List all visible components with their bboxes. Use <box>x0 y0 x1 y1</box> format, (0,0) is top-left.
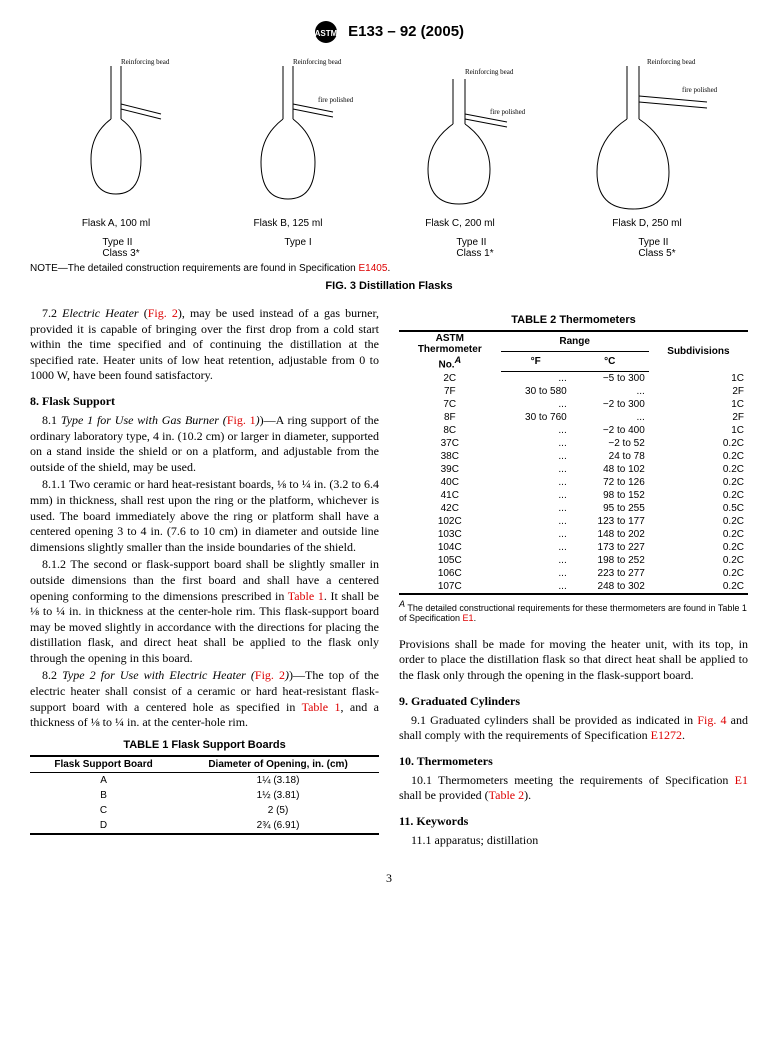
para-8-1-2: 8.1.2 The second or flask-support board … <box>30 557 379 666</box>
table-row: 106C...223 to 2770.2C <box>399 567 748 580</box>
svg-text:Reinforcing bead: Reinforcing bead <box>465 68 514 76</box>
table-row: 7F30 to 580...2F <box>399 385 748 398</box>
t2-h2b: °C <box>571 352 649 372</box>
table-2-title: TABLE 2 Thermometers <box>399 314 748 326</box>
flask-d-label: Flask D, 250 ml <box>612 218 681 229</box>
link-table1a[interactable]: Table 1 <box>288 589 324 603</box>
figure-3-note: NOTE—The detailed construction requireme… <box>30 263 748 274</box>
flask-a-type: Type IIClass 3* <box>102 237 139 259</box>
section-9-head: 9. Graduated Cylinders <box>399 694 748 709</box>
t2-h1: ASTMThermometerNo.A <box>399 331 501 371</box>
flask-c-svg: Reinforcing bead fire polished <box>395 54 525 214</box>
t1-h2: Diameter of Opening, in. (cm) <box>177 756 379 773</box>
table-row: B1½ (3.81) <box>30 788 379 803</box>
table-1-title: TABLE 1 Flask Support Boards <box>30 739 379 751</box>
svg-text:Reinforcing bead: Reinforcing bead <box>647 58 696 66</box>
figure-3: Reinforcing bead Flask A, 100 ml Reinfor… <box>30 54 748 292</box>
para-8-1-1: 8.1.1 Two ceramic or hard heat-resistant… <box>30 477 379 555</box>
svg-text:fire polished: fire polished <box>682 86 718 94</box>
table-row: 42C...95 to 2550.5C <box>399 502 748 515</box>
reinforcing-bead-label: Reinforcing bead <box>121 58 170 66</box>
table-row: 41C...98 to 1520.2C <box>399 489 748 502</box>
flask-a: Reinforcing bead Flask A, 100 ml <box>51 54 181 229</box>
table-row: 104C...173 to 2270.2C <box>399 541 748 554</box>
svg-text:ASTM: ASTM <box>315 29 338 38</box>
link-table2[interactable]: Table 2 <box>489 788 524 802</box>
table-row: 38C...24 to 780.2C <box>399 450 748 463</box>
para-9-1: 9.1 Graduated cylinders shall be provide… <box>399 713 748 744</box>
flask-d-svg: Reinforcing bead fire polished <box>567 54 727 214</box>
link-table1b[interactable]: Table 1 <box>302 700 341 714</box>
link-fig4[interactable]: Fig. 4 <box>697 713 726 727</box>
table-row: 2C...−5 to 3001C <box>399 371 748 385</box>
left-column: 7.2 Electric Heater (Fig. 2), may be use… <box>30 306 379 851</box>
page-number: 3 <box>30 871 748 886</box>
table-row: 40C...72 to 1260.2C <box>399 476 748 489</box>
flask-b: Reinforcing bead fire polished Flask B, … <box>223 54 353 229</box>
flask-c-type: Type IIClass 1* <box>456 237 493 259</box>
table-row: C2 (5) <box>30 803 379 818</box>
table-row: 103C...148 to 2020.2C <box>399 528 748 541</box>
table-row: 37C...−2 to 520.2C <box>399 437 748 450</box>
link-fig2a[interactable]: Fig. 2 <box>148 306 178 320</box>
table-row: 102C...123 to 1770.2C <box>399 515 748 528</box>
astm-logo-icon: ASTM <box>314 20 338 44</box>
flask-b-label: Flask B, 125 ml <box>254 218 323 229</box>
flask-c-label: Flask C, 200 ml <box>425 218 494 229</box>
link-fig1[interactable]: Fig. 1 <box>227 413 256 427</box>
table-row: 7C...−2 to 3001C <box>399 398 748 411</box>
para-provisions: Provisions shall be made for moving the … <box>399 637 748 684</box>
table-row: 39C...48 to 1020.2C <box>399 463 748 476</box>
t2-h2a: °F <box>501 352 571 372</box>
link-e1a[interactable]: E1 <box>463 613 474 623</box>
flask-a-label: Flask A, 100 ml <box>82 218 150 229</box>
link-fig2b[interactable]: Fig. 2 <box>255 668 285 682</box>
designation-text: E133 – 92 (2005) <box>348 23 464 40</box>
table-2: ASTMThermometerNo.ARangeSubdivisions °F°… <box>399 330 748 595</box>
figure-3-caption: FIG. 3 Distillation Flasks <box>30 280 748 292</box>
right-column: TABLE 2 Thermometers ASTMThermometerNo.A… <box>399 306 748 851</box>
para-11-1: 11.1 apparatus; distillation <box>399 833 748 849</box>
table-row: 8F30 to 760...2F <box>399 411 748 424</box>
link-e1b[interactable]: E1 <box>735 773 748 787</box>
para-10-1: 10.1 Thermometers meeting the requiremen… <box>399 773 748 804</box>
flask-c: Reinforcing bead fire polished Flask C, … <box>395 54 525 229</box>
table-row: 8C...−2 to 4001C <box>399 424 748 437</box>
para-8-2: 8.2 Type 2 for Use with Electric Heater … <box>30 668 379 730</box>
flask-a-svg: Reinforcing bead <box>51 54 181 214</box>
flask-b-svg: Reinforcing bead fire polished <box>223 54 353 214</box>
flask-b-type: Type I <box>284 237 311 259</box>
section-11-head: 11. Keywords <box>399 814 748 829</box>
t2-h3: Subdivisions <box>649 331 748 371</box>
table-2-footnote: A The detailed constructional requiremen… <box>399 599 748 623</box>
t1-h1: Flask Support Board <box>30 756 177 773</box>
page-header: ASTM E133 – 92 (2005) <box>30 20 748 44</box>
svg-text:fire polished: fire polished <box>490 108 525 116</box>
svg-text:Reinforcing bead: Reinforcing bead <box>293 58 342 66</box>
table-row: D2¾ (6.91) <box>30 818 379 834</box>
flask-d: Reinforcing bead fire polished Flask D, … <box>567 54 727 229</box>
para-8-1: 8.1 Type 1 for Use with Gas Burner (Fig.… <box>30 413 379 475</box>
para-7-2: 7.2 Electric Heater (Fig. 2), may be use… <box>30 306 379 384</box>
table-row: 107C...248 to 3020.2C <box>399 580 748 594</box>
svg-text:fire polished: fire polished <box>318 96 353 104</box>
section-10-head: 10. Thermometers <box>399 754 748 769</box>
table-row: A1¼ (3.18) <box>30 772 379 788</box>
section-8-head: 8. Flask Support <box>30 394 379 409</box>
table-1: Flask Support BoardDiameter of Opening, … <box>30 755 379 835</box>
flask-d-type: Type IIClass 5* <box>638 237 675 259</box>
link-e1405[interactable]: E1405 <box>359 263 388 274</box>
table-row: 105C...198 to 2520.2C <box>399 554 748 567</box>
link-e1272[interactable]: E1272 <box>651 728 682 742</box>
t2-h2: Range <box>501 331 649 352</box>
